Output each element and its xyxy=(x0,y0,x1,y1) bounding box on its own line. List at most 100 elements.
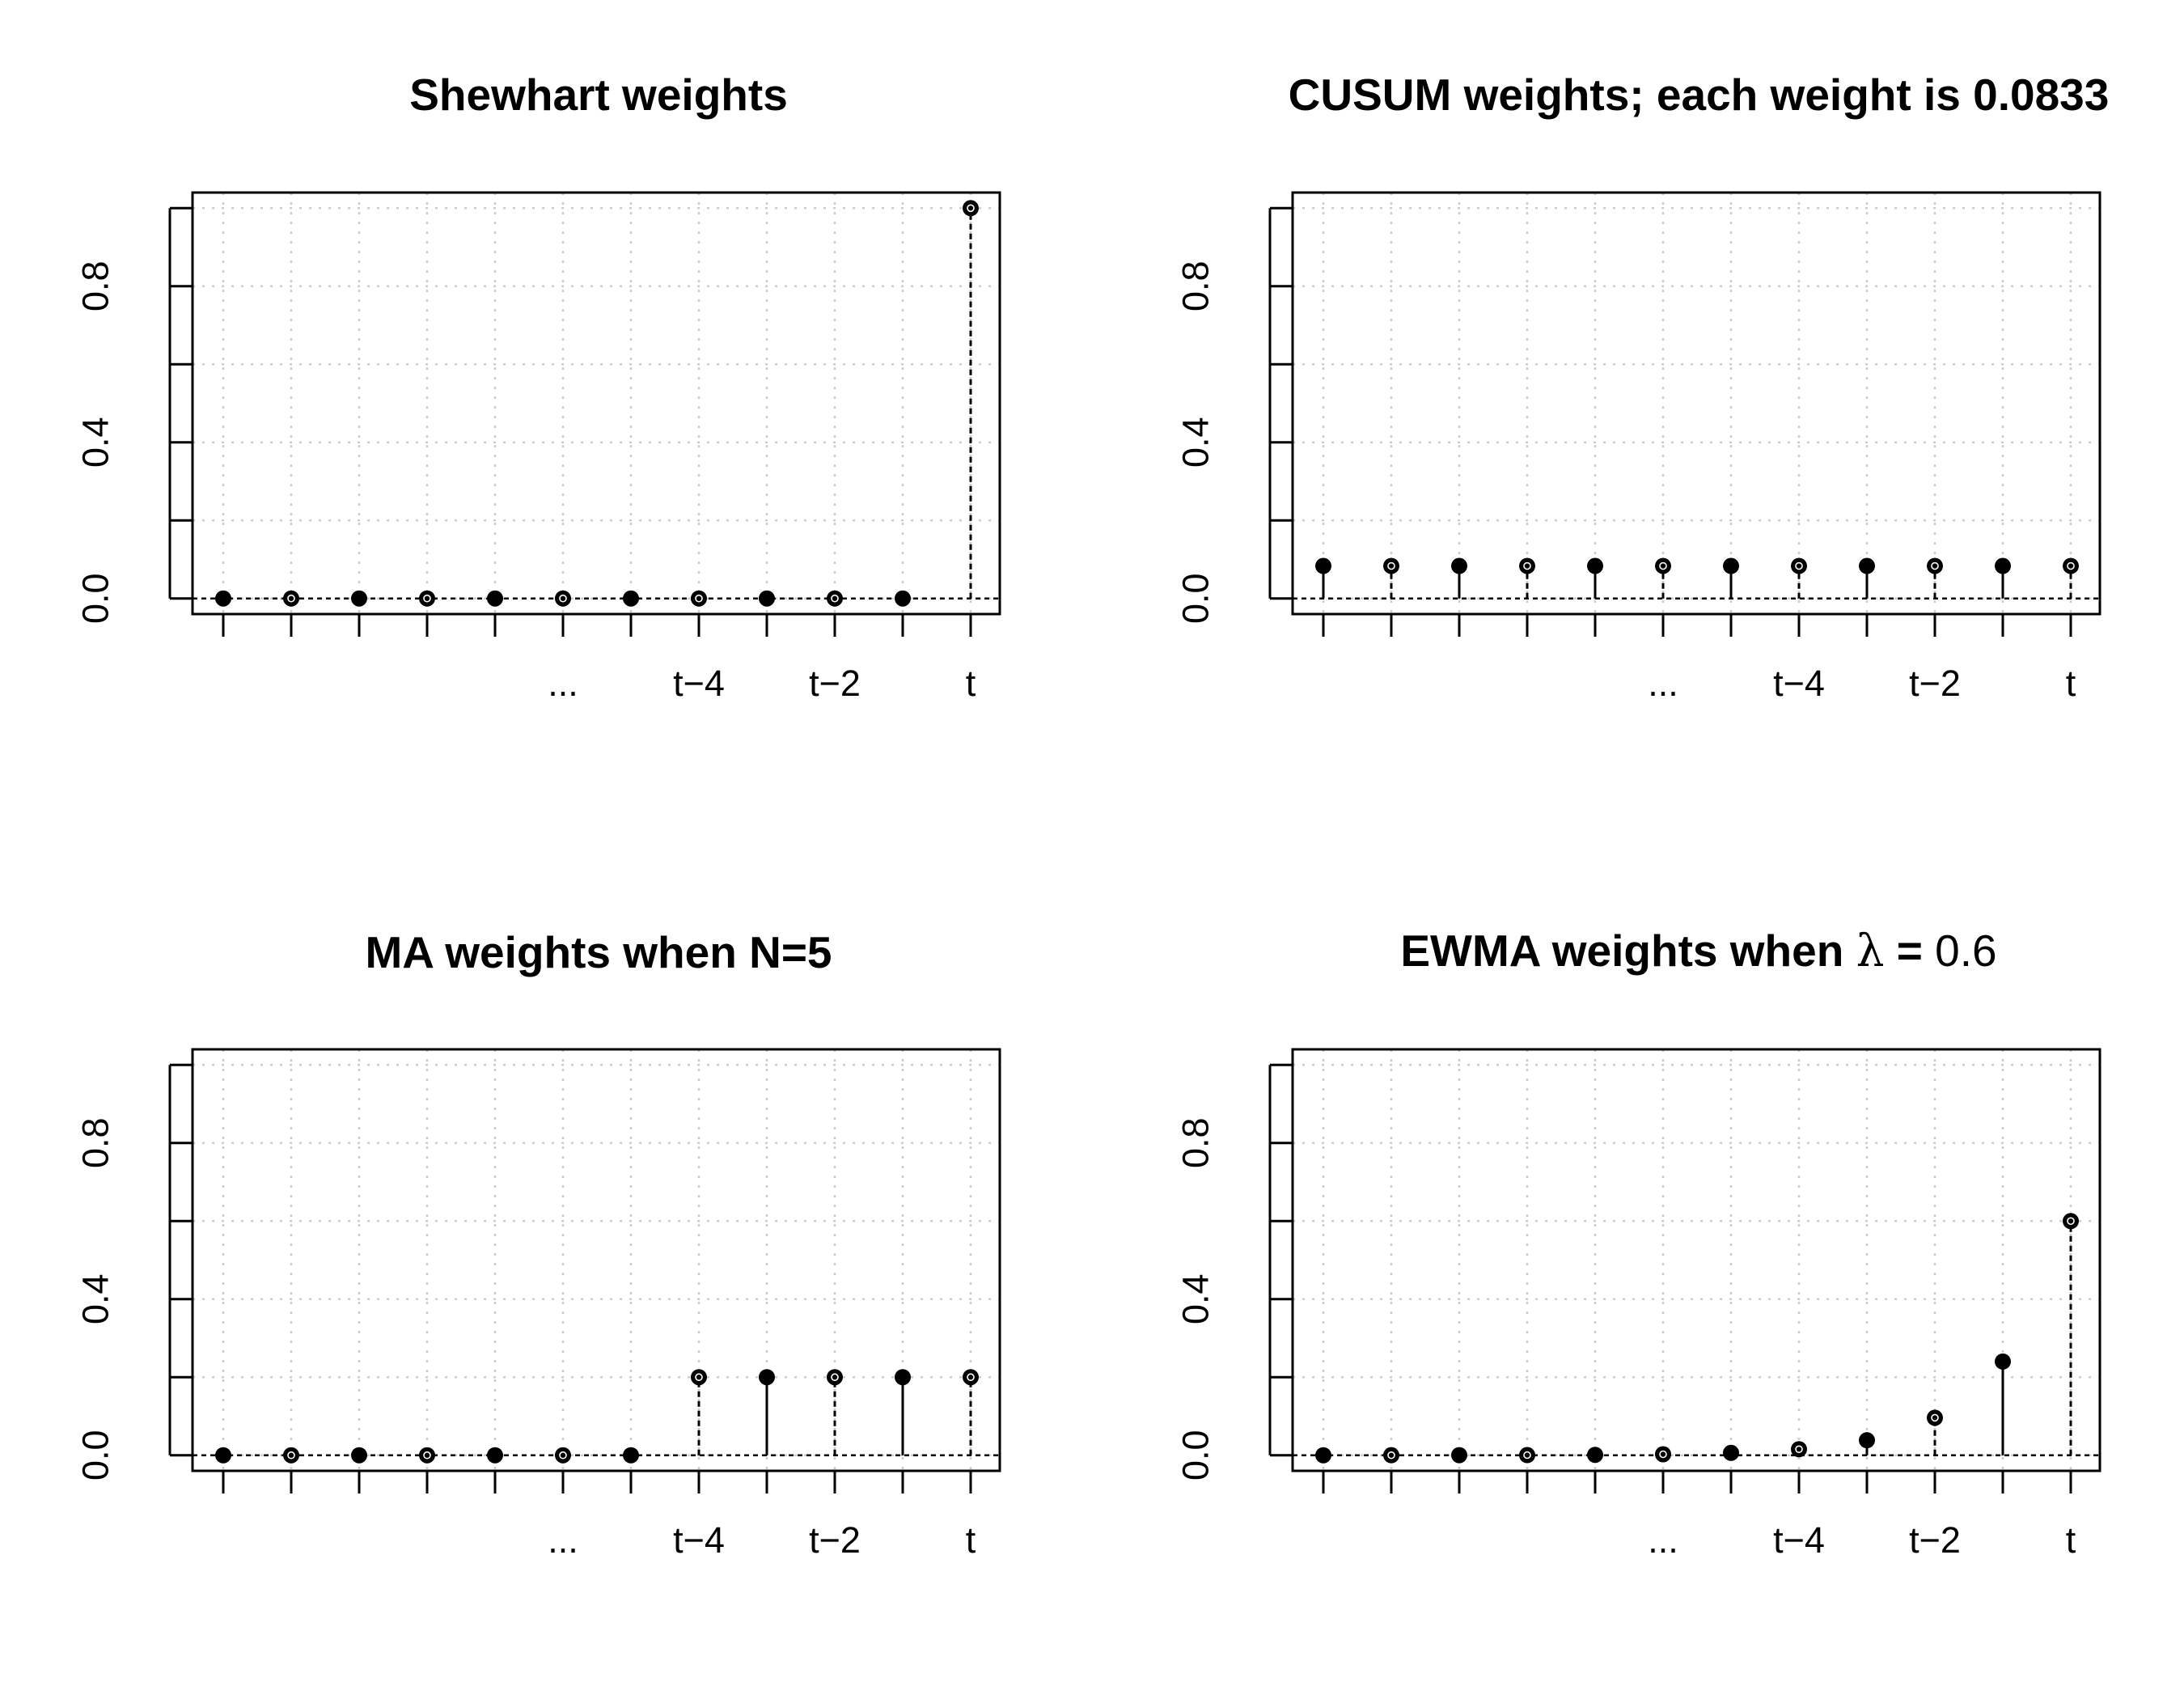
x-tick-label: t−4 xyxy=(673,663,725,704)
panel-ewma: EWMA weights when λ = 0.6 ... t−4 t−2 t 0.0 0… xyxy=(1175,925,2101,1561)
data-point xyxy=(487,590,503,607)
data-point-highlight xyxy=(559,1451,567,1460)
data-point-highlight xyxy=(1387,561,1395,570)
y-tick-label: 0.8 xyxy=(1175,1117,1217,1168)
data-point xyxy=(1315,1447,1331,1464)
data-point xyxy=(351,1447,367,1464)
panel-ma: MA weights when N=5 ... t−4 t−2 t 0.0 0.4 0.8 xyxy=(75,927,1001,1561)
data-point-highlight xyxy=(1523,561,1531,570)
y-tick-label: 0.4 xyxy=(1175,417,1217,468)
x-tick-label: t xyxy=(966,663,976,704)
data-point xyxy=(1927,557,1943,574)
y-tick-label: 0.0 xyxy=(75,573,116,624)
chart-title-value: 0.6 xyxy=(1935,926,1996,976)
data-point-highlight xyxy=(559,594,567,603)
data-point xyxy=(963,1369,979,1386)
data-point xyxy=(1791,1441,1807,1458)
data-point xyxy=(1451,1447,1467,1464)
data-point xyxy=(283,590,299,607)
data-point xyxy=(555,1447,571,1464)
x-tick-label: t−2 xyxy=(1909,1519,1961,1561)
plot-frame xyxy=(191,191,1001,616)
x-tick-label: t−2 xyxy=(809,1519,861,1561)
data-point xyxy=(1587,557,1603,574)
plot-frame xyxy=(1291,191,2101,616)
data-point-highlight xyxy=(423,1451,431,1460)
data-point-highlight xyxy=(1931,561,1939,570)
x-tick-label: t−2 xyxy=(809,663,861,704)
data-point-highlight xyxy=(423,594,431,603)
y-tick-label: 0.0 xyxy=(1175,1430,1217,1481)
data-point xyxy=(1383,1447,1399,1464)
data-point-highlight xyxy=(2067,1217,2075,1226)
data-point xyxy=(759,590,775,607)
data-point xyxy=(1655,557,1671,574)
data-point xyxy=(1519,557,1535,574)
x-tick-label: ... xyxy=(1648,1519,1678,1561)
data-point xyxy=(623,590,639,607)
data-point xyxy=(1655,1446,1671,1463)
data-point xyxy=(895,590,911,607)
y-tick-label: 0.4 xyxy=(75,417,116,468)
data-point xyxy=(1995,557,2011,574)
data-point xyxy=(555,590,571,607)
data-point xyxy=(691,590,707,607)
y-tick-label: 0.4 xyxy=(75,1273,116,1324)
y-tick-label: 0.0 xyxy=(75,1430,116,1481)
x-tick-label: t xyxy=(2066,1519,2076,1561)
x-tick-label: t xyxy=(966,1519,976,1561)
data-point xyxy=(2063,557,2079,574)
data-point-highlight xyxy=(1795,1445,1803,1454)
data-point xyxy=(1315,557,1331,574)
data-point xyxy=(759,1369,775,1386)
data-point xyxy=(283,1447,299,1464)
x-tick-label: t xyxy=(2066,663,2076,704)
data-point xyxy=(1587,1447,1603,1464)
data-point-highlight xyxy=(2067,561,2075,570)
data-point-highlight xyxy=(967,1373,975,1382)
data-point xyxy=(1723,1444,1739,1461)
chart-title-prefix: EWMA weights when xyxy=(1400,926,1856,976)
data-point xyxy=(895,1369,911,1386)
data-point xyxy=(827,590,843,607)
data-point xyxy=(1791,557,1807,574)
x-tick-label: t−2 xyxy=(1909,663,1961,704)
data-point-highlight xyxy=(831,594,839,603)
data-point xyxy=(2063,1213,2079,1230)
x-tick-label: t−4 xyxy=(673,1519,725,1561)
y-tick-label: 0.8 xyxy=(75,261,116,311)
data-point xyxy=(691,1369,707,1386)
x-tick-label: ... xyxy=(548,663,578,704)
x-tick-label: ... xyxy=(548,1519,578,1561)
chart-title: Shewhart weights xyxy=(409,70,788,120)
data-point xyxy=(1383,557,1399,574)
data-point xyxy=(1859,557,1875,574)
data-point xyxy=(623,1447,639,1464)
lambda-symbol: λ xyxy=(1856,925,1885,977)
y-tick-label: 0.8 xyxy=(75,1117,116,1168)
plot-frame xyxy=(191,1048,1001,1472)
data-point-highlight xyxy=(967,204,975,213)
data-point-highlight xyxy=(831,1373,839,1382)
data-point xyxy=(487,1447,503,1464)
plot-frame xyxy=(1291,1048,2101,1472)
data-point-highlight xyxy=(695,594,703,603)
chart-title: MA weights when N=5 xyxy=(365,927,832,977)
data-point xyxy=(215,590,231,607)
x-tick-label: ... xyxy=(1648,663,1678,704)
data-point-highlight xyxy=(1659,1450,1667,1459)
chart-title: CUSUM weights; each weight is 0.0833 xyxy=(1289,70,2110,120)
data-point xyxy=(419,1447,435,1464)
data-point xyxy=(1451,557,1467,574)
data-point xyxy=(1859,1432,1875,1449)
data-point-highlight xyxy=(1659,561,1667,570)
data-point xyxy=(963,200,979,217)
data-point xyxy=(1519,1447,1535,1464)
x-tick-label: t−4 xyxy=(1773,1519,1825,1561)
data-point-highlight xyxy=(1795,561,1803,570)
data-point xyxy=(1927,1409,1943,1426)
data-point xyxy=(1723,557,1739,574)
panel-shewhart: Shewhart weights ... t−4 t−2 t 0.0 0.4 0.8 xyxy=(75,70,1001,704)
data-point xyxy=(215,1447,231,1464)
